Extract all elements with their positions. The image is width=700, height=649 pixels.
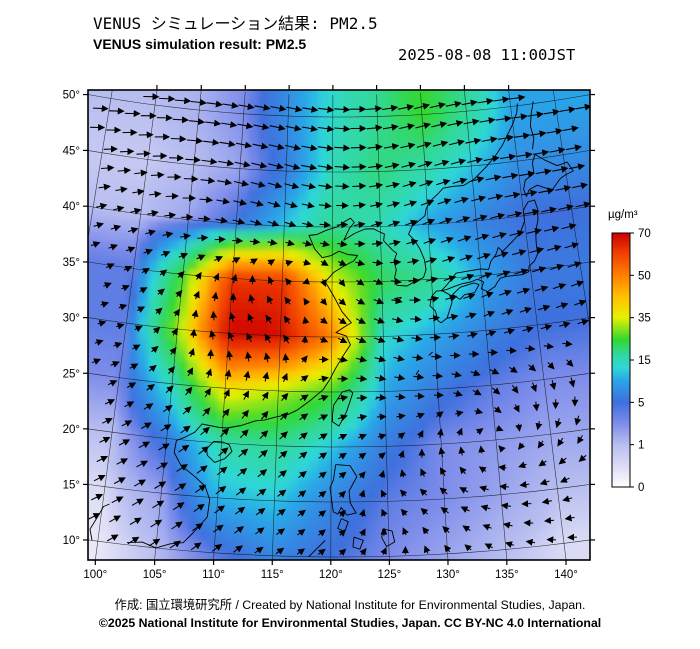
- x-axis-tick-label: 135°: [495, 569, 519, 581]
- y-axis-tick-label: 30°: [63, 313, 80, 325]
- x-axis-tick-label: 120°: [319, 569, 343, 581]
- colorbar-tick-label: 0: [638, 482, 644, 494]
- colorbar-tick-label: 50: [638, 270, 651, 282]
- y-axis-tick-label: 20°: [63, 424, 80, 436]
- y-axis-tick-label: 10°: [63, 535, 80, 547]
- x-axis-tick-label: 130°: [436, 569, 460, 581]
- x-axis-tick-label: 125°: [377, 569, 401, 581]
- y-axis-tick-label: 15°: [63, 479, 80, 491]
- colorbar-unit-label: µg/m³: [608, 209, 638, 221]
- x-axis-tick-label: 140°: [554, 569, 578, 581]
- coastline-layer: [89, 101, 574, 558]
- wind-arrow-layer: [88, 93, 590, 556]
- footer-license: ©2025 National Institute for Environment…: [0, 616, 700, 630]
- colorbar-tick-label: 70: [638, 228, 651, 240]
- page-title-japanese: VENUS シミュレーション結果: PM2.5: [93, 14, 378, 33]
- timestamp-label: 2025-08-08 11:00JST: [398, 46, 576, 64]
- page-title-english: VENUS simulation result: PM2.5: [93, 36, 307, 52]
- footer-credit: 作成: 国立環境研究所 / Created by National Instit…: [0, 595, 700, 613]
- x-axis-tick-label: 100°: [83, 569, 107, 581]
- colorbar-tick-label: 15: [638, 355, 651, 367]
- y-axis-tick-label: 25°: [63, 368, 80, 380]
- graticule-layer: [88, 90, 590, 560]
- x-axis-tick-label: 110°: [202, 569, 225, 581]
- colorbar-tick-label: 5: [638, 397, 644, 409]
- y-axis-tick-label: 35°: [63, 257, 80, 269]
- pm25-field-layer: [88, 90, 590, 560]
- y-axis-tick-label: 50°: [63, 90, 80, 102]
- colorbar-tick-label: 1: [638, 440, 644, 452]
- x-axis-tick-label: 105°: [143, 569, 167, 581]
- pm25-concentration-map: µg/m³ 100° 105° 110° 115° 120° 125° 130° 135° 14…: [63, 85, 651, 581]
- y-axis-tick-label: 40°: [63, 201, 80, 213]
- colorbar-gradient: [611, 232, 631, 488]
- map-frame: [87, 89, 591, 561]
- colorbar-tick-label: 35: [638, 313, 651, 325]
- axes-layer: 100° 105° 110° 115° 120° 125° 130° 135° 140° 50° 4…: [63, 85, 595, 581]
- x-axis-tick-label: 115°: [261, 569, 284, 581]
- y-axis-tick-label: 45°: [63, 145, 80, 157]
